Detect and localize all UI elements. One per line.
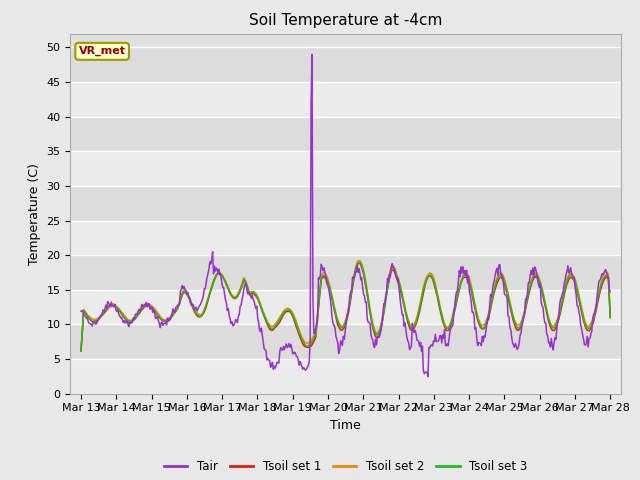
Y-axis label: Temperature (C): Temperature (C) <box>28 163 41 264</box>
Bar <box>70 48 621 82</box>
Legend: Tair, Tsoil set 1, Tsoil set 2, Tsoil set 3: Tair, Tsoil set 1, Tsoil set 2, Tsoil se… <box>159 455 532 478</box>
Bar <box>70 82 621 117</box>
Bar <box>70 290 621 324</box>
Bar <box>70 324 621 359</box>
X-axis label: Time: Time <box>330 419 361 432</box>
Bar <box>70 186 621 220</box>
Bar <box>70 151 621 186</box>
Bar <box>70 255 621 290</box>
Text: VR_met: VR_met <box>79 46 125 57</box>
Title: Soil Temperature at -4cm: Soil Temperature at -4cm <box>249 13 442 28</box>
Bar <box>70 117 621 151</box>
Bar <box>70 359 621 394</box>
Bar <box>70 220 621 255</box>
